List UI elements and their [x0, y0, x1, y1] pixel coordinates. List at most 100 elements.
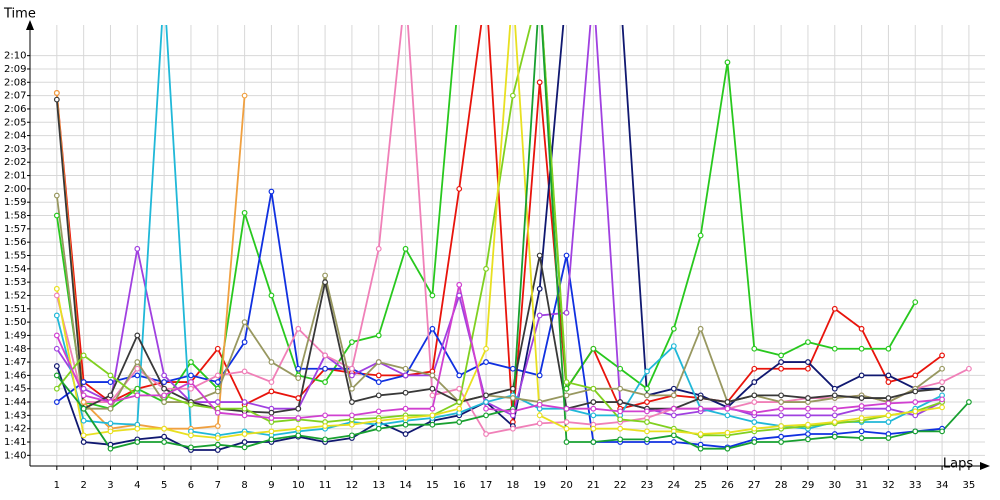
- lap-point: [697, 395, 704, 401]
- lap-point: [241, 339, 248, 345]
- y-tick-label: 1:49: [4, 330, 26, 341]
- series-line: [55, 25, 917, 410]
- x-tick-label: 17: [480, 480, 493, 491]
- y-axis-arrow: [26, 20, 34, 30]
- y-tick-label: 2:00: [4, 184, 26, 195]
- lap-point: [858, 428, 865, 435]
- lap-point: [724, 405, 731, 412]
- lap-point: [456, 281, 463, 288]
- lap-point: [536, 412, 543, 419]
- lap-point: [912, 428, 919, 435]
- lap-point: [644, 436, 650, 443]
- lap-point: [644, 408, 650, 415]
- lap-point: [670, 385, 677, 392]
- series-line: [56, 191, 943, 449]
- y-tick-label: 1:56: [4, 237, 26, 248]
- lap-point: [590, 385, 597, 392]
- y-tick-label: 1:40: [4, 450, 26, 461]
- lap-point: [241, 412, 248, 419]
- lap-point: [53, 385, 60, 392]
- lap-point: [858, 345, 865, 352]
- lap-point: [831, 412, 838, 419]
- lap-point: [429, 385, 436, 392]
- x-tick-label: 13: [372, 480, 385, 491]
- lap-point: [483, 359, 489, 365]
- lap-point: [214, 379, 221, 385]
- lap-point: [617, 408, 624, 415]
- lap-point: [536, 312, 543, 319]
- x-tick-label: 20: [560, 480, 573, 491]
- lap-point: [563, 405, 570, 412]
- lap-point: [214, 388, 221, 395]
- x-tick-label: 8: [241, 480, 247, 491]
- lap-point: [375, 392, 382, 399]
- y-tick-label: 2:05: [4, 117, 26, 128]
- lap-point: [509, 395, 516, 401]
- lap-point: [805, 395, 811, 401]
- series-line: [55, 25, 943, 451]
- lap-point: [80, 352, 87, 359]
- lap-point: [134, 332, 141, 339]
- x-tick-label: 26: [721, 480, 734, 491]
- lap-point: [590, 399, 597, 405]
- lap-point: [858, 403, 865, 409]
- lap-point: [483, 265, 489, 272]
- y-tick-label: 1:48: [4, 344, 26, 355]
- lap-point: [456, 292, 463, 299]
- lap-point: [80, 432, 87, 439]
- lap-point: [778, 423, 785, 429]
- lap-point: [375, 379, 382, 385]
- lap-point: [53, 363, 60, 369]
- lap-point: [751, 379, 758, 385]
- x-tick-label: 35: [963, 480, 976, 491]
- y-tick-label: 1:50: [4, 317, 26, 328]
- lap-point: [885, 372, 892, 379]
- lap-point: [53, 96, 60, 103]
- lap-point: [349, 421, 355, 428]
- lap-point: [134, 359, 141, 365]
- lap-point: [161, 425, 168, 432]
- lap-point: [805, 365, 811, 372]
- lap-point: [697, 405, 704, 412]
- lap-point: [161, 385, 168, 392]
- x-tick-label: 25: [694, 480, 707, 491]
- y-tick-label: 1:57: [4, 224, 26, 235]
- series-line: [56, 25, 943, 437]
- y-tick-label: 1:58: [4, 211, 26, 222]
- lap-point: [590, 405, 597, 412]
- lap-point: [241, 209, 248, 216]
- lap-point: [349, 372, 355, 379]
- lap-point: [429, 421, 436, 428]
- lap-point: [349, 399, 355, 405]
- lap-point: [53, 90, 60, 96]
- lap-point: [53, 312, 60, 319]
- lap-point: [885, 379, 892, 385]
- lap-point: [590, 412, 597, 419]
- lap-point: [134, 425, 141, 432]
- x-tick-label: 3: [107, 480, 113, 491]
- lap-point: [241, 92, 248, 99]
- x-tick-label: 2: [80, 480, 86, 491]
- lap-point: [161, 399, 168, 405]
- series-line: [55, 99, 943, 414]
- lap-point: [590, 425, 597, 432]
- lap-point: [778, 352, 785, 359]
- lap-point: [241, 368, 248, 375]
- lap-point: [724, 412, 731, 419]
- lap-point: [778, 405, 785, 412]
- lap-point: [831, 305, 838, 312]
- lap-point: [509, 408, 516, 415]
- lap-point: [778, 433, 785, 440]
- lap-point: [214, 409, 221, 416]
- lap-point: [751, 365, 758, 372]
- lap-point: [563, 425, 570, 432]
- lap-point: [349, 385, 355, 392]
- lap-point: [214, 423, 221, 429]
- lap-point: [831, 385, 838, 392]
- lap-point: [402, 405, 409, 412]
- lap-point: [670, 439, 677, 445]
- lap-point: [268, 292, 275, 299]
- lap-point: [563, 385, 570, 392]
- x-tick-label: 6: [188, 480, 194, 491]
- x-tick-label: 21: [587, 480, 600, 491]
